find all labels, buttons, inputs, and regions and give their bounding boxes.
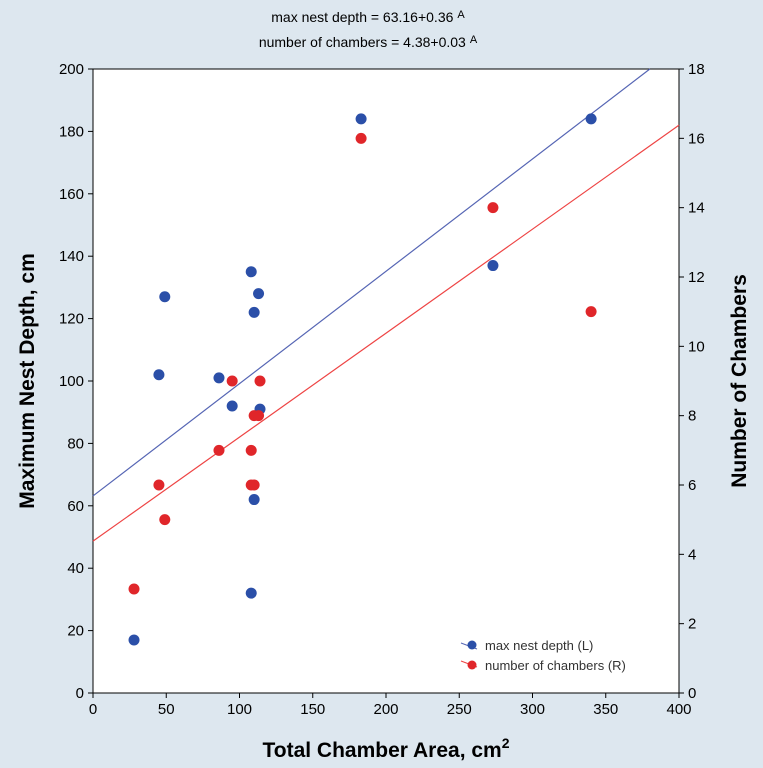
y-left-tick-label: 200: [59, 61, 84, 78]
data-point-blue: [487, 260, 499, 272]
data-points: [128, 113, 597, 646]
data-point-blue: [213, 372, 225, 384]
data-point-red: [487, 202, 499, 214]
y-right-tick-label: 16: [688, 130, 705, 147]
data-point-red: [254, 375, 266, 387]
x-tick-label: 350: [593, 701, 618, 718]
data-point-blue: [159, 291, 171, 303]
y-right-axis-title: Number of Chambers: [728, 274, 751, 488]
x-tick-label: 0: [89, 701, 97, 718]
x-tick-label: 300: [520, 701, 545, 718]
y-left-axis-title: Maximum Nest Depth, cm: [16, 253, 39, 509]
data-point-blue: [355, 113, 367, 125]
y-left-axis-ticks: 0 20 40 60 80 100 120 140 160 180 200: [59, 61, 93, 702]
data-point-blue: [226, 400, 238, 412]
y-right-tick-label: 6: [688, 477, 696, 494]
y-left-tick-label: 100: [59, 373, 84, 390]
regression-line-blue: [92, 68, 651, 497]
y-left-tick-label: 60: [67, 498, 84, 515]
data-point-blue: [245, 587, 257, 599]
legend-label-blue: max nest depth (L): [485, 638, 593, 653]
y-left-tick-label: 180: [59, 123, 84, 140]
data-point-red: [159, 514, 171, 526]
legend-item-blue: max nest depth (L): [460, 638, 593, 653]
y-left-tick-label: 120: [59, 311, 84, 328]
y-right-tick-label: 12: [688, 269, 705, 286]
x-tick-label: 200: [373, 701, 398, 718]
y-left-tick-label: 20: [67, 623, 84, 640]
regression-lines: [92, 68, 680, 542]
data-point-red: [253, 410, 265, 422]
y-right-axis-ticks: 0 2 4 6 8 10 12 14 16 18: [679, 61, 705, 702]
equation-line-2-superscript: A: [470, 34, 478, 46]
data-point-red: [245, 444, 257, 456]
data-point-blue: [248, 306, 260, 318]
y-left-tick-label: 160: [59, 186, 84, 203]
y-right-tick-label: 18: [688, 61, 705, 78]
x-tick-label: 250: [447, 701, 472, 718]
x-tick-label: 50: [158, 701, 175, 718]
legend-marker-blue: [467, 640, 477, 650]
x-tick-label: 400: [666, 701, 691, 718]
data-point-red: [226, 375, 238, 387]
data-point-blue: [245, 266, 257, 278]
y-right-tick-label: 8: [688, 408, 696, 425]
data-point-red: [585, 306, 597, 318]
x-tick-label: 150: [300, 701, 325, 718]
x-axis-title: Total Chamber Area, cm2: [262, 735, 509, 762]
equation-line-1-superscript: A: [457, 9, 465, 21]
legend-label-red: number of chambers (R): [485, 658, 626, 673]
x-tick-label: 100: [227, 701, 252, 718]
data-point-red: [153, 479, 165, 491]
y-left-tick-label: 140: [59, 248, 84, 265]
data-point-red: [248, 479, 260, 491]
y-left-tick-label: 80: [67, 435, 84, 452]
y-right-tick-label: 2: [688, 616, 696, 633]
data-point-blue: [585, 113, 597, 125]
regression-line-red: [92, 124, 680, 542]
data-point-red: [128, 583, 140, 595]
x-axis-ticks: 0 50 100 150 200 250 300 350 400: [89, 693, 692, 718]
y-right-tick-label: 14: [688, 200, 705, 217]
data-point-red: [213, 444, 225, 456]
equation-line-2: number of chambers = 4.38+0.03 A: [259, 34, 478, 50]
y-left-tick-label: 40: [67, 560, 84, 577]
y-right-tick-label: 10: [688, 338, 705, 355]
data-point-blue: [253, 288, 265, 300]
y-left-tick-label: 0: [76, 685, 84, 702]
equation-line-1: max nest depth = 63.16+0.36 A: [271, 9, 465, 25]
legend-marker-red: [467, 660, 477, 670]
data-point-red: [355, 132, 367, 144]
plot-area: [92, 68, 680, 694]
data-point-blue: [248, 494, 260, 506]
x-axis-title-superscript: 2: [502, 735, 510, 751]
y-right-tick-label: 4: [688, 546, 696, 563]
legend: max nest depth (L) number of chambers (R…: [460, 638, 626, 673]
data-point-blue: [153, 369, 165, 381]
data-point-blue: [128, 634, 140, 646]
y-right-tick-label: 0: [688, 685, 696, 702]
legend-item-red: number of chambers (R): [460, 658, 626, 673]
